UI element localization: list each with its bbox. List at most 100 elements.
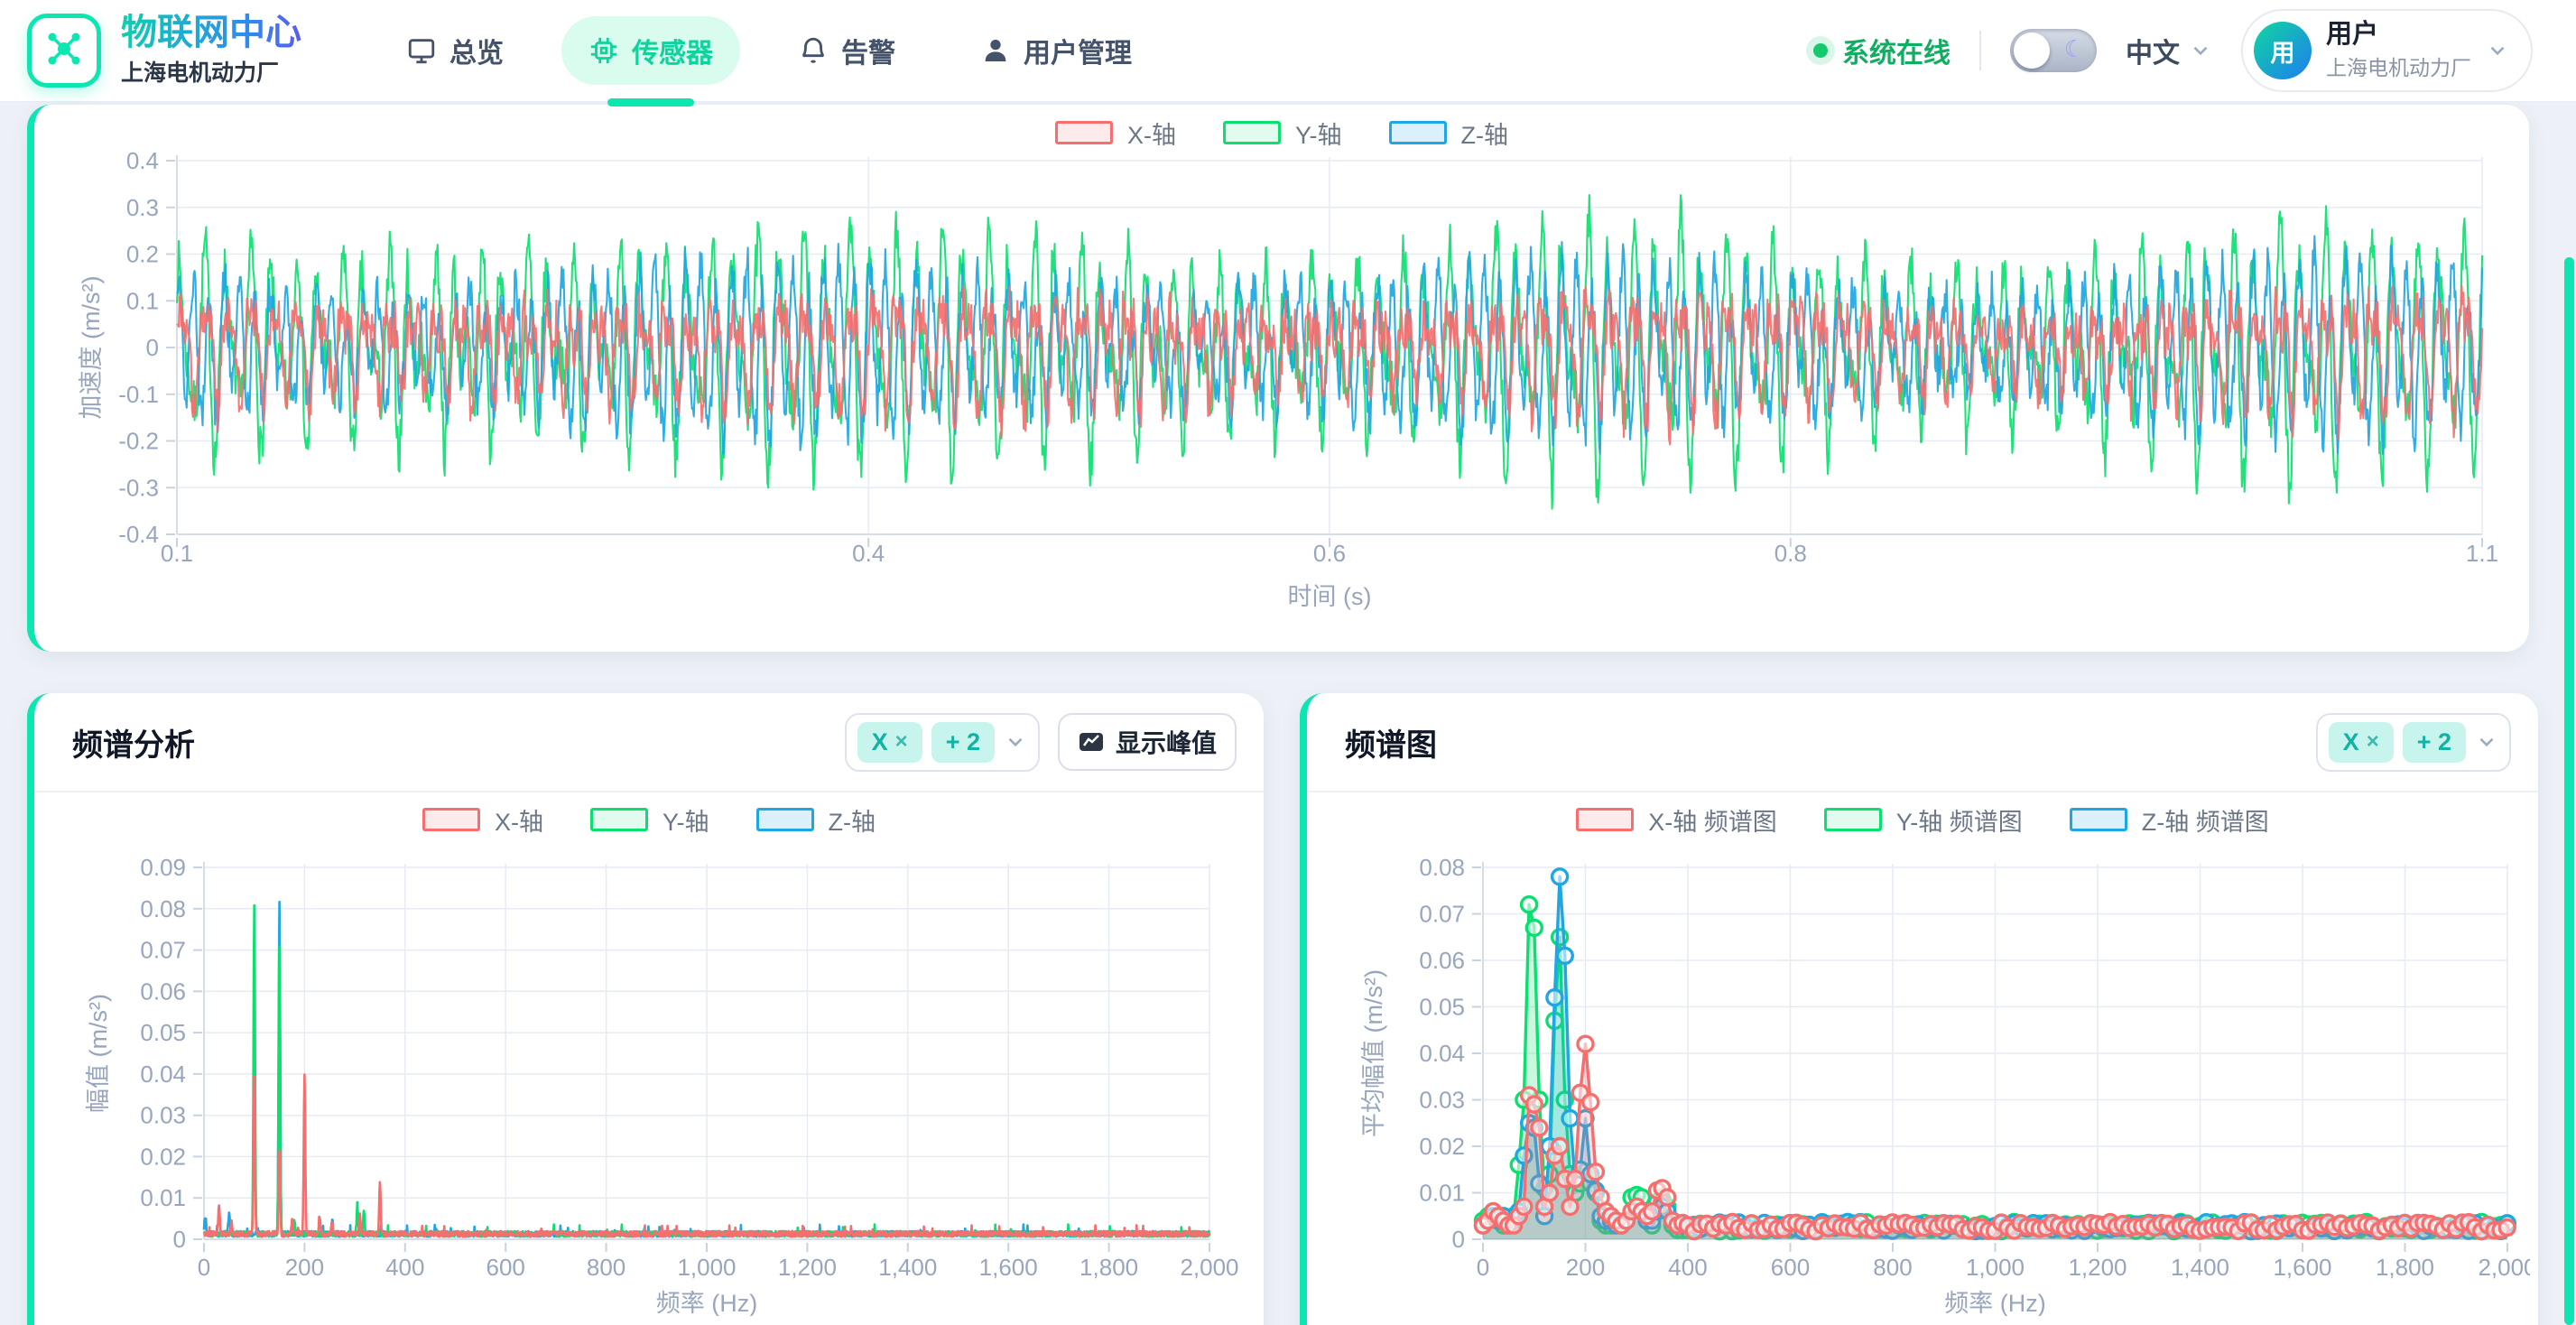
legend-item[interactable]: Z-轴 xyxy=(1388,116,1508,151)
chevron-down-icon xyxy=(1008,737,1023,747)
axis-multiselect[interactable]: X × + 2 xyxy=(2315,712,2511,772)
svg-text:0.4: 0.4 xyxy=(852,540,885,567)
show-peaks-button[interactable]: 显示峰值 xyxy=(1057,713,1237,771)
waveform-legend: X-轴 Y-轴 Z-轴 xyxy=(34,116,2529,151)
nav-label: 告警 xyxy=(841,39,895,69)
chevron-down-icon xyxy=(2479,737,2494,747)
toggle-knob xyxy=(2014,32,2050,69)
card-title: 频谱分析 xyxy=(72,727,195,763)
language-selector[interactable]: 中文 xyxy=(2126,31,2212,70)
legend-swatch xyxy=(1823,808,1882,831)
svg-text:0.2: 0.2 xyxy=(126,241,159,268)
svg-text:时间 (s): 时间 (s) xyxy=(1288,583,1372,610)
svg-text:0.06: 0.06 xyxy=(1419,947,1465,974)
legend-swatch xyxy=(1222,121,1281,144)
more-chip[interactable]: + 2 xyxy=(2402,721,2466,763)
legend-item[interactable]: X-轴 xyxy=(422,802,543,838)
legend-item[interactable]: Y-轴 频谱图 xyxy=(1823,802,2023,838)
nav-item-sensors[interactable]: 传感器 xyxy=(561,16,740,107)
svg-text:0.01: 0.01 xyxy=(140,1184,186,1211)
svg-text:200: 200 xyxy=(1566,1254,1605,1281)
svg-text:0.08: 0.08 xyxy=(140,895,186,922)
active-tab-indicator xyxy=(607,98,694,107)
app-logo[interactable] xyxy=(27,14,101,88)
main-nav: 总览 传感器 告警 用户管理 xyxy=(379,16,1159,107)
nav-item-overview[interactable]: 总览 xyxy=(379,16,531,85)
user-org: 上海电机动力厂 xyxy=(2326,55,2471,79)
legend-item[interactable]: Z-轴 频谱图 xyxy=(2069,802,2269,838)
svg-text:0.09: 0.09 xyxy=(140,854,186,881)
nav-label: 用户管理 xyxy=(1024,39,1132,69)
legend-swatch xyxy=(589,808,648,831)
network-nodes-icon xyxy=(43,28,85,74)
nav-item-users[interactable]: 用户管理 xyxy=(953,16,1159,85)
svg-text:0.08: 0.08 xyxy=(1419,854,1465,881)
chip-icon xyxy=(590,37,617,64)
avatar: 用 xyxy=(2254,22,2312,79)
svg-text:600: 600 xyxy=(486,1254,525,1281)
legend-swatch xyxy=(422,808,480,831)
svg-text:0.05: 0.05 xyxy=(140,1019,186,1046)
monitor-icon xyxy=(408,39,435,64)
legend-item[interactable]: Y-轴 xyxy=(1222,116,1342,151)
svg-text:1,400: 1,400 xyxy=(878,1254,937,1281)
user-name: 用户 xyxy=(2326,20,2379,50)
selected-chip-x[interactable]: X × xyxy=(857,721,922,763)
moon-icon: ☾ xyxy=(2063,35,2085,62)
svg-text:1,600: 1,600 xyxy=(2273,1254,2331,1281)
chevron-down-icon xyxy=(2193,46,2208,56)
svg-text:0: 0 xyxy=(1452,1226,1465,1253)
svg-text:-0.3: -0.3 xyxy=(118,474,159,501)
language-label: 中文 xyxy=(2126,39,2180,69)
svg-text:0.1: 0.1 xyxy=(126,287,159,314)
svg-text:0.3: 0.3 xyxy=(126,194,159,221)
scrollbar-thumb[interactable] xyxy=(2564,257,2574,1325)
svg-text:0.03: 0.03 xyxy=(1419,1087,1465,1114)
remove-icon[interactable]: × xyxy=(2366,729,2379,754)
svg-text:200: 200 xyxy=(285,1254,324,1281)
user-menu[interactable]: 用 用户 上海电机动力厂 xyxy=(2241,9,2533,92)
svg-text:800: 800 xyxy=(1873,1254,1912,1281)
spectrum-legend: X-轴 Y-轴 Z-轴 xyxy=(34,803,1264,836)
svg-text:1,000: 1,000 xyxy=(677,1254,736,1281)
nav-label: 传感器 xyxy=(632,39,713,69)
nav-item-alerts[interactable]: 告警 xyxy=(771,16,922,85)
divider xyxy=(1979,31,1981,70)
legend-item[interactable]: X-轴 频谱图 xyxy=(1576,802,1777,838)
spectrogram-chart[interactable]: 0 0.01 0.02 0.03 0.04 0.05 0.06 0.07 0.08 0 200 400… xyxy=(1339,836,2538,1316)
svg-text:0.05: 0.05 xyxy=(1419,994,1465,1021)
legend-item[interactable]: Z-轴 xyxy=(755,802,876,838)
svg-text:0.4: 0.4 xyxy=(126,148,159,174)
svg-text:-0.1: -0.1 xyxy=(118,381,159,408)
svg-text:1,000: 1,000 xyxy=(1966,1254,2025,1281)
legend-item[interactable]: Y-轴 xyxy=(589,802,709,838)
svg-text:1,600: 1,600 xyxy=(979,1254,1038,1281)
svg-text:2,000: 2,000 xyxy=(2478,1254,2530,1281)
remove-icon[interactable]: × xyxy=(894,729,908,754)
more-chip[interactable]: + 2 xyxy=(931,721,995,763)
user-icon xyxy=(985,39,1006,62)
spectrogram-card: 频谱图 X × + 2 X-轴 频谱图 Y-轴 频谱图 Z-轴 频谱图 0 0.0… xyxy=(1300,693,2538,1325)
svg-text:0.6: 0.6 xyxy=(1313,540,1346,567)
svg-text:1,200: 1,200 xyxy=(2068,1254,2127,1281)
svg-text:600: 600 xyxy=(1771,1254,1810,1281)
svg-text:1,400: 1,400 xyxy=(2171,1254,2229,1281)
selected-chip-x[interactable]: X × xyxy=(2328,721,2394,763)
spectrum-card: 频谱分析 X × + 2 显示峰值 X-轴 Y-轴 Z-轴 xyxy=(27,693,1264,1325)
svg-text:频率 (Hz): 频率 (Hz) xyxy=(1944,1290,2045,1316)
legend-swatch xyxy=(1576,808,1635,831)
dark-mode-toggle[interactable]: ☾ xyxy=(2010,29,2097,72)
app-subtitle: 上海电机动力厂 xyxy=(121,60,280,86)
svg-text:-0.4: -0.4 xyxy=(118,521,159,548)
spectrum-chart[interactable]: 0 0.01 0.02 0.03 0.04 0.05 0.06 0.07 0.08 0.09 0 20… xyxy=(60,836,1264,1316)
system-status: 系统在线 xyxy=(1813,31,1951,70)
svg-text:0: 0 xyxy=(146,334,159,361)
top-navbar: 物联网中心 上海电机动力厂 总览 传感器 告警 用户管理 xyxy=(0,0,2576,107)
axis-multiselect[interactable]: X × + 2 xyxy=(844,712,1040,772)
svg-text:0.04: 0.04 xyxy=(1419,1040,1465,1067)
legend-swatch xyxy=(1054,121,1113,144)
legend-item[interactable]: X-轴 xyxy=(1054,116,1176,151)
waveform-chart[interactable]: -0.4 -0.3 -0.2 -0.1 0 0.1 0.2 0.3 0.4 0.1 0.4 0.6 0.… xyxy=(63,148,2529,640)
brand: 物联网中心 上海电机动力厂 xyxy=(27,14,301,88)
